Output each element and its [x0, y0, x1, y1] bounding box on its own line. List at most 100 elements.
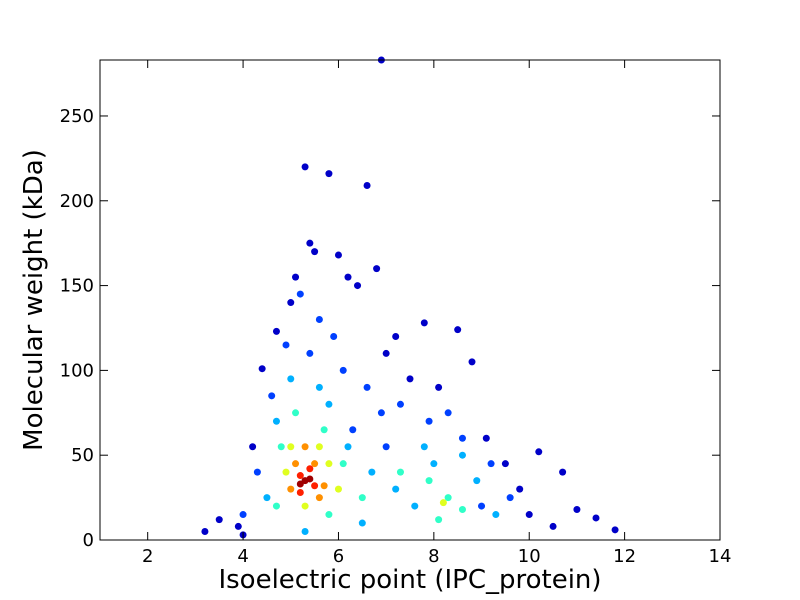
point [444, 494, 452, 502]
point [492, 511, 500, 519]
point [349, 426, 357, 434]
point [344, 443, 352, 451]
point [306, 349, 314, 357]
point [296, 489, 304, 497]
point [458, 434, 466, 442]
y-tick-label: 100 [60, 360, 94, 381]
point [272, 502, 280, 510]
point [292, 409, 300, 417]
point [454, 326, 462, 334]
point [611, 526, 619, 534]
point [292, 460, 300, 468]
point [311, 460, 319, 468]
points [201, 56, 619, 539]
point [354, 282, 362, 290]
point [435, 516, 443, 524]
point [330, 332, 338, 340]
point [358, 519, 366, 527]
point [334, 485, 342, 493]
point [296, 290, 304, 298]
point [339, 366, 347, 374]
point [482, 434, 490, 442]
point [301, 502, 309, 510]
point [559, 468, 567, 476]
point [272, 417, 280, 425]
point [549, 522, 557, 530]
point [249, 443, 257, 451]
point [458, 451, 466, 459]
point [272, 327, 280, 335]
point [234, 522, 242, 530]
point [301, 163, 309, 171]
point [368, 468, 376, 476]
point [382, 349, 390, 357]
y-tick-label: 150 [60, 276, 94, 297]
point [392, 332, 400, 340]
point [377, 409, 385, 417]
point [506, 494, 514, 502]
point [292, 273, 300, 281]
point [253, 468, 261, 476]
point [287, 485, 295, 493]
point [458, 505, 466, 513]
point [301, 443, 309, 451]
point [478, 502, 486, 510]
point [215, 516, 223, 524]
point [306, 465, 314, 473]
point [315, 383, 323, 391]
y-tick-label: 50 [71, 445, 94, 466]
point [334, 251, 342, 259]
point [239, 511, 247, 519]
point [320, 482, 328, 490]
point [301, 528, 309, 536]
x-tick-label: 6 [333, 546, 344, 567]
point [320, 426, 328, 434]
point [363, 383, 371, 391]
point [439, 499, 447, 507]
x-tick-label: 2 [142, 546, 153, 567]
point [425, 417, 433, 425]
point [306, 475, 314, 483]
y-tick-label: 0 [83, 530, 94, 551]
point [282, 468, 290, 476]
point [425, 477, 433, 485]
point [325, 511, 333, 519]
point [535, 448, 543, 456]
point [315, 316, 323, 324]
point [358, 494, 366, 502]
point [435, 383, 443, 391]
point [339, 460, 347, 468]
point [373, 265, 381, 273]
x-tick-label: 14 [709, 546, 732, 567]
point [325, 170, 333, 178]
point [287, 443, 295, 451]
point [263, 494, 271, 502]
point [325, 460, 333, 468]
point [315, 494, 323, 502]
point [406, 375, 414, 383]
point [287, 299, 295, 307]
point [430, 460, 438, 468]
point [392, 485, 400, 493]
point [306, 239, 314, 247]
point [268, 392, 276, 400]
point [468, 358, 476, 366]
x-tick-label: 4 [237, 546, 248, 567]
point [396, 468, 404, 476]
point [311, 248, 319, 256]
point [516, 485, 524, 493]
y-axis-label: Molecular weight (kDa) [19, 149, 49, 451]
point [325, 400, 333, 408]
point [487, 460, 495, 468]
point [525, 511, 533, 519]
y-tick-label: 250 [60, 106, 94, 127]
x-tick-label: 12 [613, 546, 636, 567]
point [363, 182, 371, 190]
point [311, 482, 319, 490]
point [296, 472, 304, 480]
point [501, 460, 509, 468]
point [420, 319, 428, 327]
x-tick-label: 8 [428, 546, 439, 567]
point [282, 341, 290, 349]
